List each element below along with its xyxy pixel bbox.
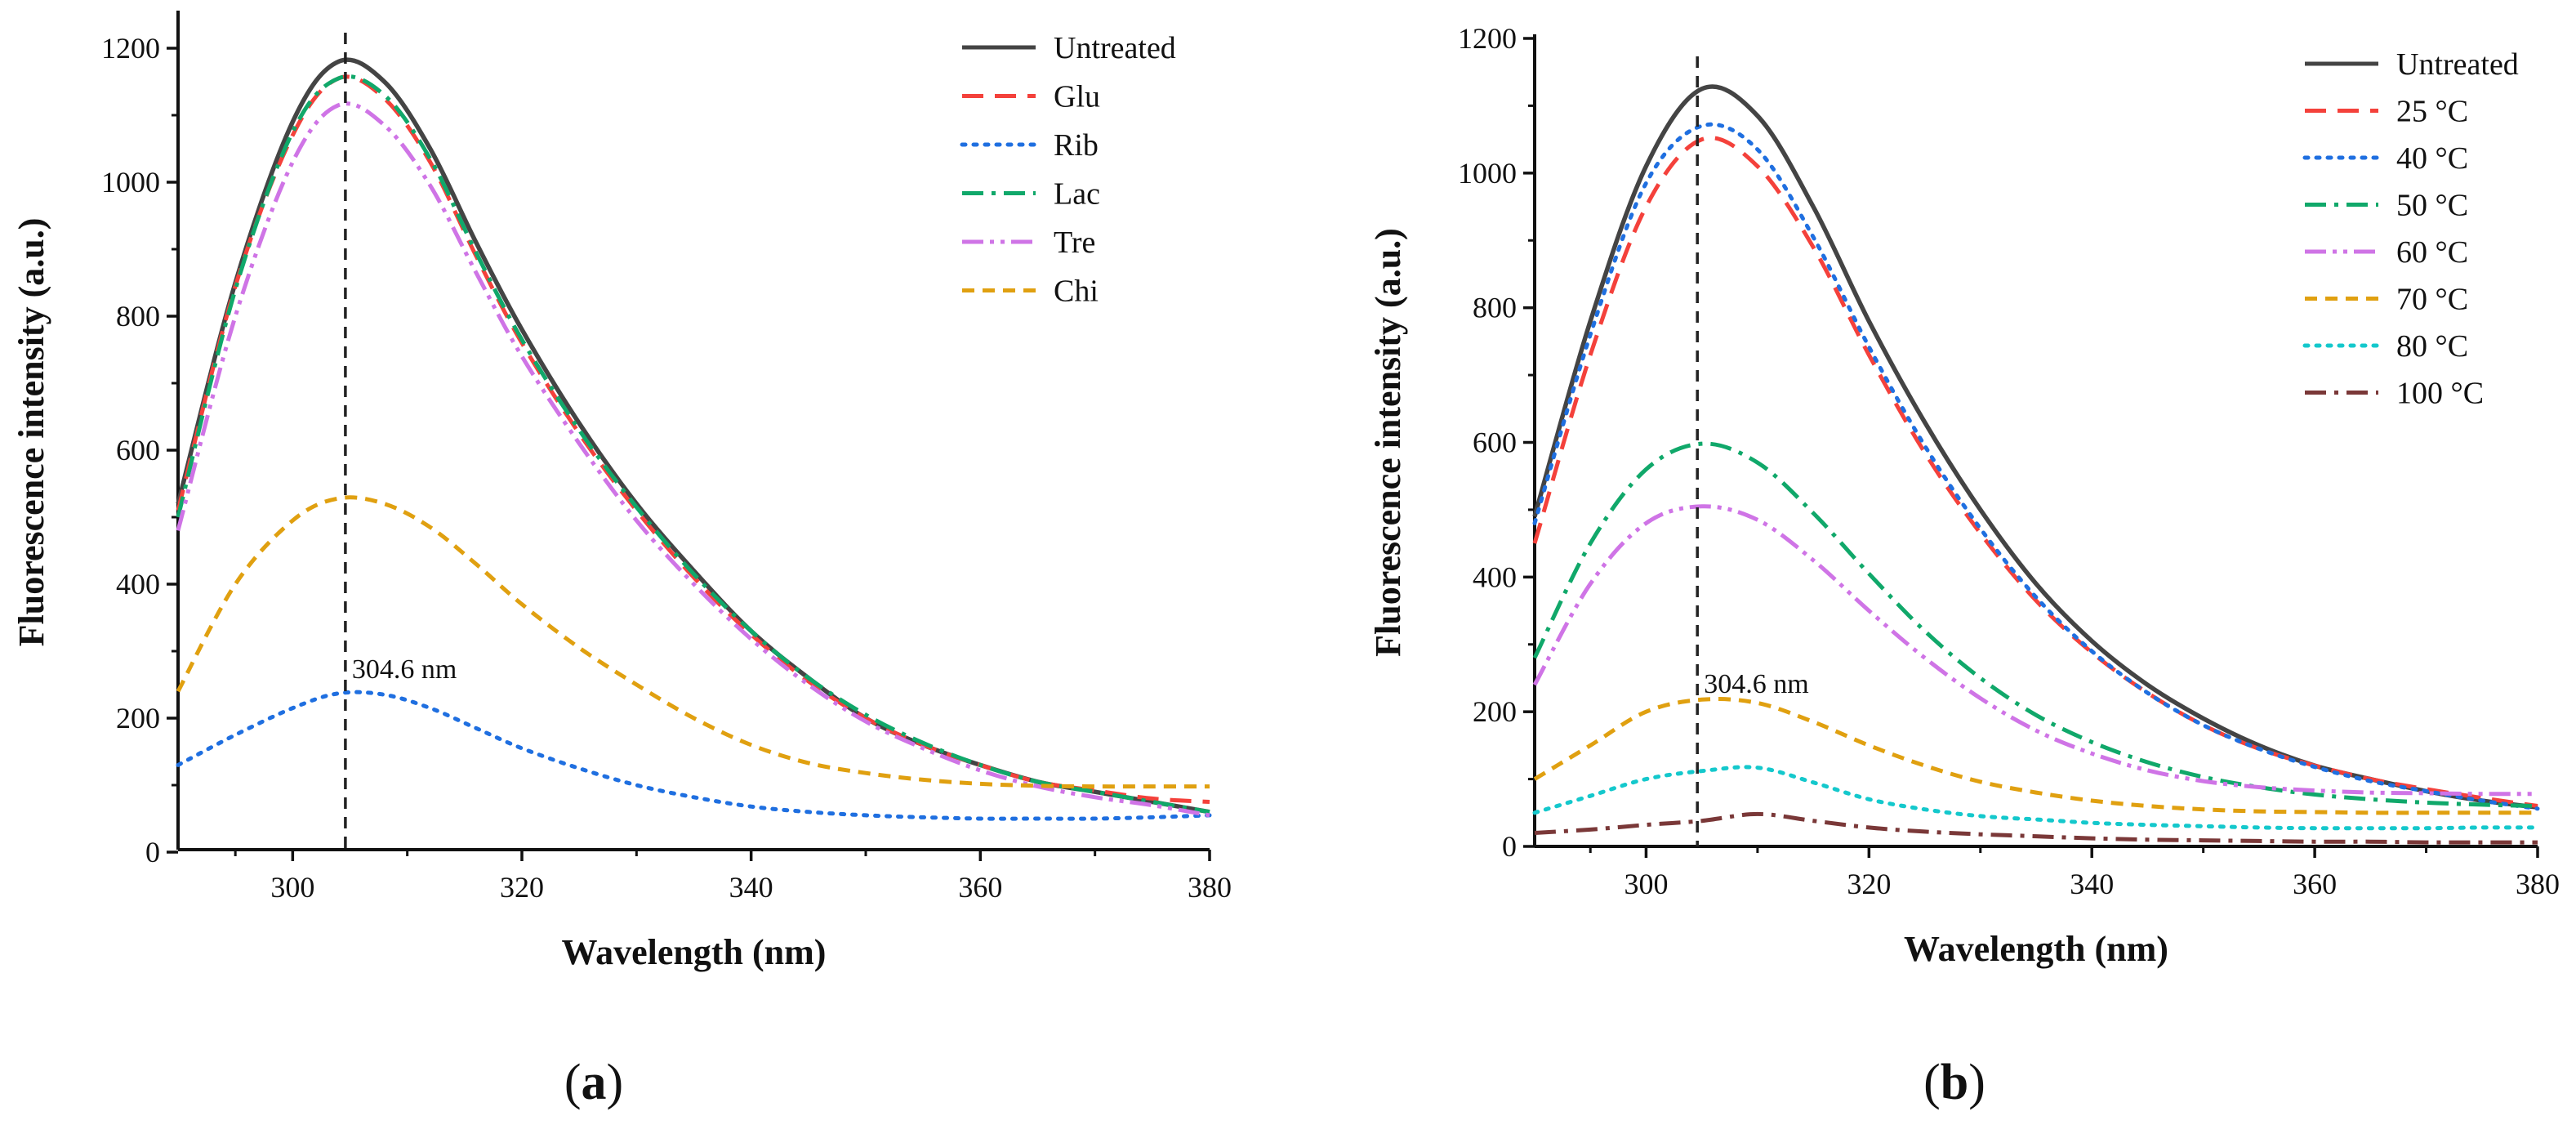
series-line-100-c — [1534, 811, 2538, 845]
legend-label: 40 °C — [2396, 141, 2468, 176]
y-axis-title: Fluorescence intensity (a.u.) — [1368, 228, 1408, 657]
y-tick-label: 800 — [1473, 292, 1517, 324]
legend-label: Chi — [1054, 275, 1099, 309]
chart-a: 0 200 400 600 800 1000 1200 300 320 340 360 380 Wave… — [11, 11, 1232, 972]
y-tick-label: 0 — [1502, 830, 1517, 863]
x-axis-title: Wavelength (nm) — [562, 932, 827, 972]
legend-label: 100 °C — [2396, 377, 2484, 411]
legend-label: 70 °C — [2396, 283, 2468, 317]
x-tick-label: 320 — [500, 871, 544, 904]
y-tick-label: 0 — [145, 836, 160, 868]
series-line-rib — [176, 690, 1212, 821]
series-line-40-c — [1532, 122, 2540, 811]
panel-b-label-open: ( — [1923, 1055, 1941, 1110]
y-tick-label: 600 — [116, 434, 160, 467]
legend-label: 80 °C — [2396, 329, 2468, 364]
legend-label: 25 °C — [2396, 95, 2468, 129]
x-tick-label: 380 — [2516, 868, 2560, 900]
legend-label: Lac — [1054, 177, 1100, 212]
series-line-untreated — [176, 57, 1210, 815]
series-line-tre — [176, 101, 1210, 818]
x-tick-label: 300 — [270, 871, 314, 904]
panel-b: 0 200 400 600 800 1000 1200 300 320 340 360 380 Wave… — [1368, 22, 2560, 1110]
legend-label: Untreated — [1054, 31, 1176, 65]
peak-annotation: 304.6 nm — [352, 654, 457, 685]
legend-label: Tre — [1054, 225, 1095, 260]
peak-annotation: 304.6 nm — [1704, 669, 1808, 699]
x-tick-label: 360 — [2293, 868, 2337, 900]
chart-b: 0 200 400 600 800 1000 1200 300 320 340 360 380 Wave… — [1368, 22, 2560, 969]
series-line-chi — [176, 495, 1210, 789]
series-line-25-c — [1532, 136, 2538, 808]
legend-label: Rib — [1054, 128, 1099, 163]
y-tick-label: 200 — [116, 702, 160, 734]
x-tick-label: 340 — [2070, 868, 2114, 900]
x-tick-label: 320 — [1847, 868, 1891, 900]
legend-label: Untreated — [2396, 47, 2519, 82]
series-line-lac — [176, 74, 1210, 815]
panel-b-label-letter: b — [1941, 1055, 1968, 1110]
y-tick-label: 1200 — [101, 32, 160, 65]
panel-b-label-close: ) — [1968, 1055, 1985, 1110]
panel-a-label-open: ( — [564, 1055, 582, 1110]
panel-b-label: (b) — [1923, 1055, 1985, 1110]
x-tick-label: 340 — [729, 871, 773, 904]
legend-label: 60 °C — [2396, 235, 2468, 270]
series-line-80-c — [1532, 765, 2540, 831]
y-tick-label: 400 — [1473, 560, 1517, 593]
x-tick-label: 360 — [958, 871, 1002, 904]
panel-a-label-close: ) — [607, 1055, 624, 1110]
series-line-60-c — [1532, 504, 2538, 797]
panel-a-label-letter: a — [582, 1055, 607, 1110]
y-tick-label: 200 — [1473, 695, 1517, 728]
y-tick-label: 1000 — [101, 166, 160, 199]
x-axis-title: Wavelength (nm) — [1904, 929, 2168, 969]
series-line-50-c — [1532, 441, 2538, 808]
x-tick-label: 300 — [1624, 868, 1668, 900]
y-tick-label: 600 — [1473, 426, 1517, 459]
series-line-70-c — [1533, 697, 2538, 815]
panel-a-label: (a) — [564, 1055, 623, 1110]
legend-label: Glu — [1054, 80, 1100, 114]
y-tick-label: 800 — [116, 300, 160, 333]
y-tick-label: 1000 — [1458, 157, 1517, 190]
panel-a: 0 200 400 600 800 1000 1200 300 320 340 360 380 Wave… — [11, 11, 1232, 1110]
y-tick-label: 1200 — [1458, 22, 1517, 55]
legend-label: 50 °C — [2396, 189, 2468, 223]
x-tick-label: 380 — [1188, 871, 1232, 904]
y-axis-title: Fluorescence intensity (a.u.) — [11, 218, 51, 647]
y-tick-label: 400 — [116, 568, 160, 600]
